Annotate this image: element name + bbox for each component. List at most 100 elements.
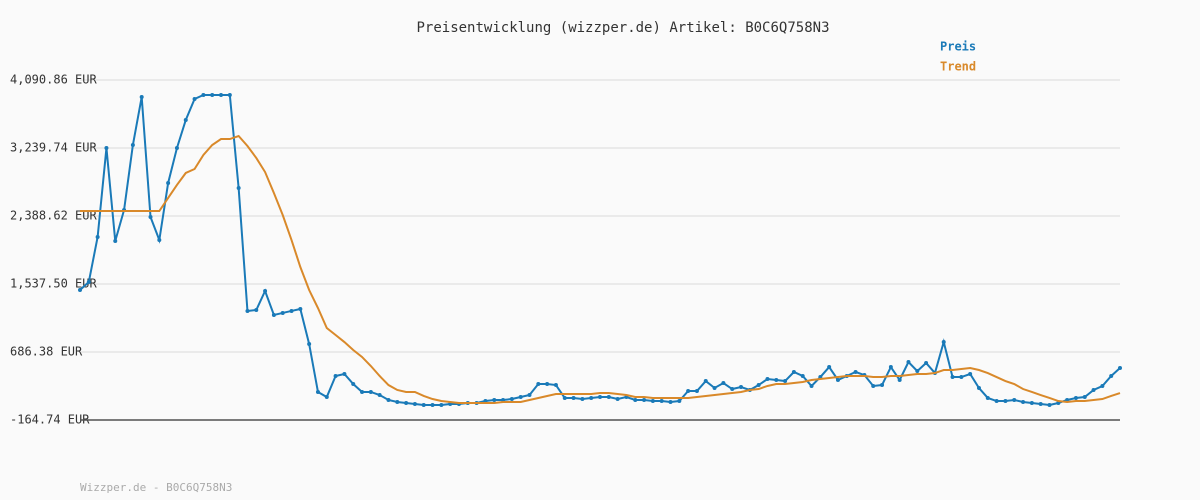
y-tick-label: -164.74 EUR [10, 413, 90, 427]
point [659, 399, 664, 404]
point [694, 389, 699, 394]
point [421, 403, 426, 408]
point [1100, 383, 1105, 388]
point [765, 377, 770, 382]
y-tick-label: 3,239.74 EUR [10, 141, 97, 155]
point [703, 379, 708, 384]
point [800, 373, 805, 378]
point [166, 180, 171, 185]
chart-title: Preisentwicklung (wizzper.de) Artikel: B… [416, 20, 829, 36]
point [968, 372, 973, 377]
point [113, 238, 118, 243]
point [148, 215, 153, 220]
point [157, 238, 162, 243]
point [1038, 401, 1043, 406]
point [721, 381, 726, 386]
point [518, 395, 523, 400]
point [139, 95, 144, 100]
point [289, 308, 294, 313]
point [412, 401, 417, 406]
point [210, 93, 215, 98]
point [404, 401, 409, 406]
point [950, 375, 955, 380]
point [245, 308, 250, 313]
point [104, 145, 109, 150]
point [774, 377, 779, 382]
point [915, 369, 920, 374]
point [324, 395, 329, 400]
point [712, 385, 717, 390]
point [351, 381, 356, 386]
y-tick-label: 1,537.50 EUR [10, 277, 97, 291]
point [1073, 395, 1078, 400]
point [650, 399, 655, 404]
point [395, 399, 400, 404]
legend-label: Preis [940, 40, 976, 54]
point [386, 397, 391, 402]
point [589, 395, 594, 400]
point [174, 145, 179, 150]
point [342, 372, 347, 377]
point [553, 383, 558, 388]
series-line [80, 134, 1121, 404]
point [271, 312, 276, 317]
point [545, 381, 550, 386]
point [888, 365, 893, 370]
point [439, 403, 444, 408]
point [791, 370, 796, 375]
point [642, 397, 647, 402]
point [633, 397, 638, 402]
point [333, 373, 338, 378]
point [95, 234, 100, 239]
point [924, 360, 929, 365]
point [897, 377, 902, 382]
point [606, 395, 611, 400]
point [192, 97, 197, 102]
point [254, 308, 259, 313]
point [906, 360, 911, 365]
point [1082, 395, 1087, 400]
legend-label: Trend [940, 60, 976, 74]
point [880, 383, 885, 388]
point [835, 377, 840, 382]
point [1118, 366, 1122, 371]
point [783, 379, 788, 384]
point [677, 399, 682, 404]
point [1029, 401, 1034, 406]
point [809, 383, 814, 388]
point [307, 341, 312, 346]
point [668, 399, 673, 404]
point [1012, 397, 1017, 402]
point [536, 381, 541, 386]
point [1047, 403, 1052, 408]
point [509, 397, 514, 402]
point [315, 389, 320, 394]
point [183, 118, 188, 123]
point [263, 288, 268, 293]
point [377, 393, 382, 398]
point [686, 389, 691, 394]
point [580, 397, 585, 402]
footer: Wizzper.de - B0C6Q758N3 [80, 481, 232, 494]
point [78, 288, 82, 293]
point [1003, 399, 1008, 404]
point [227, 93, 232, 98]
point [756, 383, 761, 388]
point [976, 385, 981, 390]
point [730, 387, 735, 392]
point [492, 397, 497, 402]
point [871, 383, 876, 388]
point [86, 279, 91, 284]
point [430, 403, 435, 408]
point [959, 375, 964, 380]
point [571, 395, 576, 400]
point [853, 370, 858, 375]
point [994, 399, 999, 404]
y-tick-label: 686.38 EUR [10, 345, 83, 359]
point [941, 339, 946, 344]
series-line [79, 94, 1121, 407]
point [1091, 387, 1096, 392]
point [360, 389, 365, 394]
y-tick-label: 2,388.62 EUR [10, 209, 97, 223]
